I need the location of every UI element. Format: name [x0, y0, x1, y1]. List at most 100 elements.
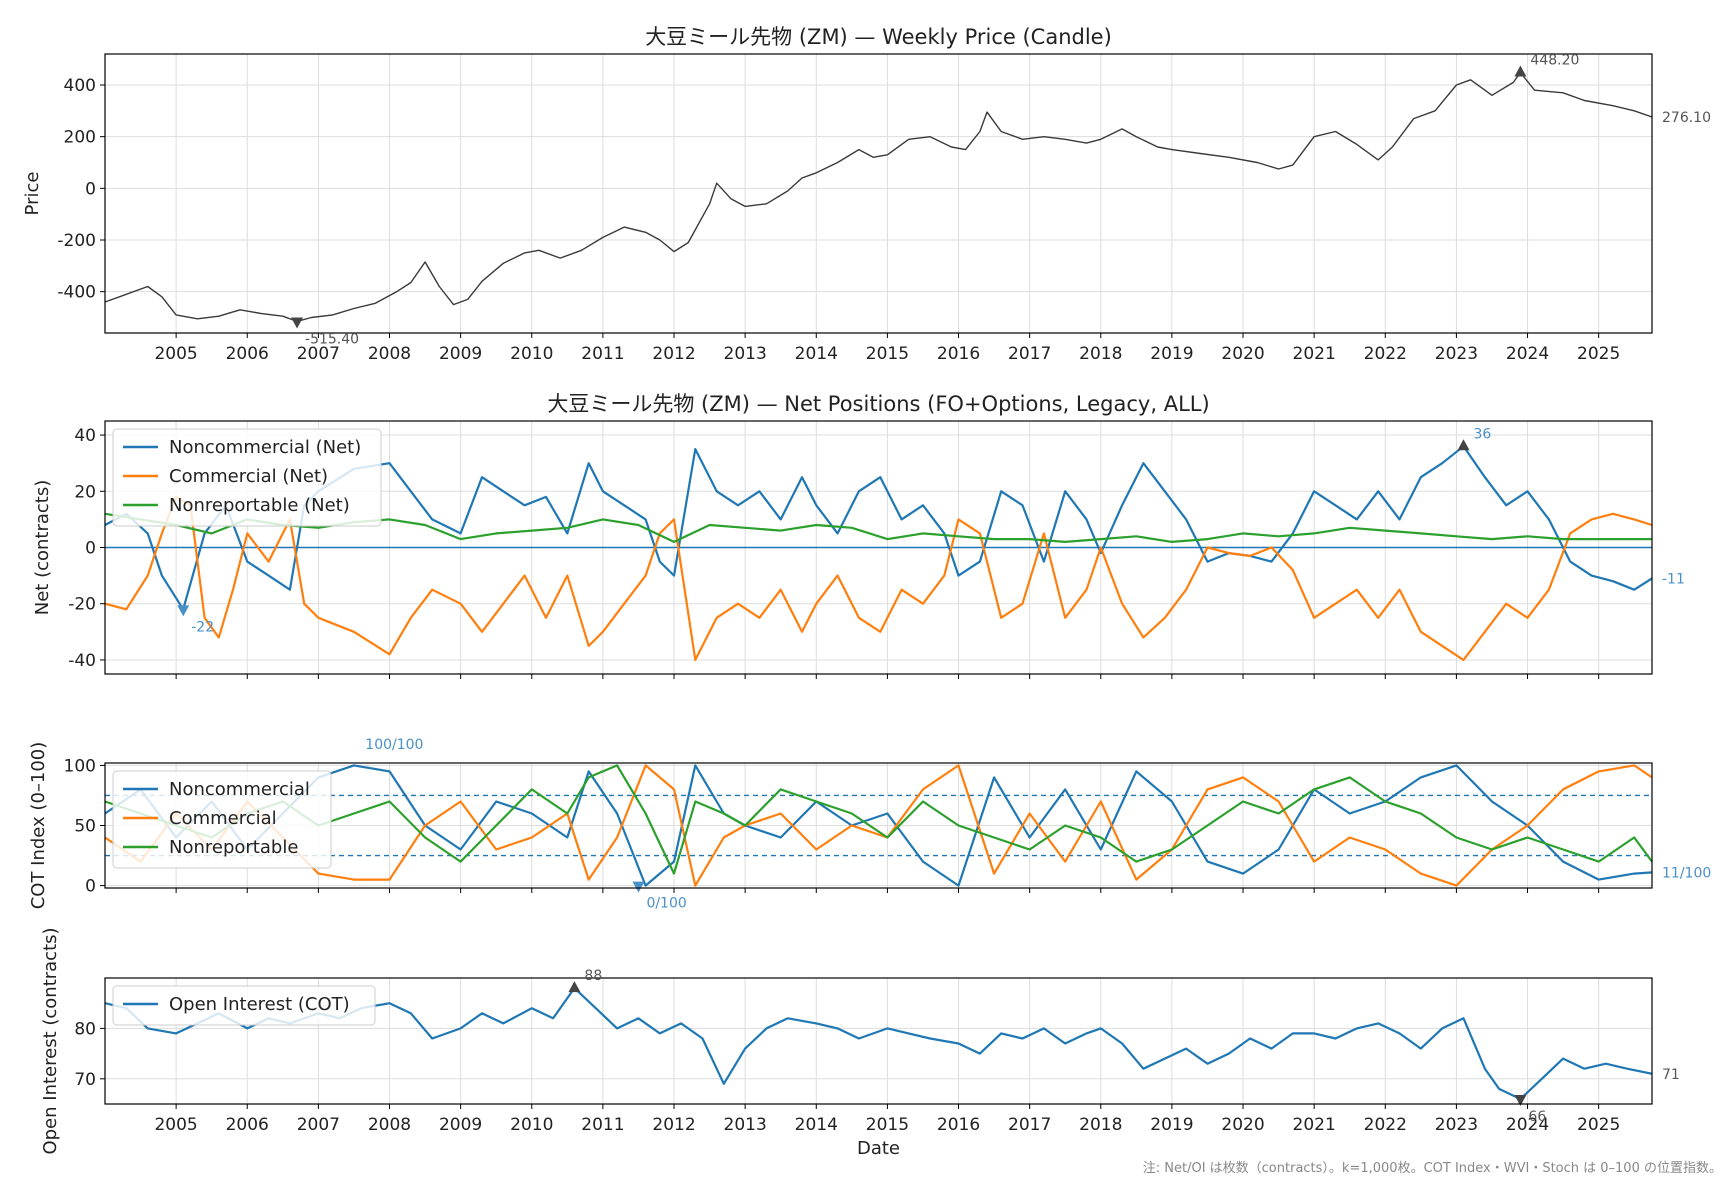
plot-frame	[104, 53, 1653, 334]
annotation-label: -515.40	[305, 331, 359, 347]
legend-label: Commercial (Net)	[169, 466, 328, 487]
x-tick-label: 2019	[1150, 1115, 1193, 1135]
x-tick-label: 2010	[510, 1115, 553, 1135]
x-tick-label: 2022	[1364, 1115, 1407, 1135]
x-tick-label: 2016	[937, 344, 980, 364]
min-marker	[1514, 1094, 1527, 1106]
min-marker	[177, 605, 190, 617]
x-tick-label: 2009	[439, 344, 482, 364]
x-tick-label: 2010	[510, 344, 553, 364]
x-tick-label: 2006	[226, 344, 269, 364]
annotation-label: 66	[1528, 1109, 1546, 1125]
x-tick-label: 2008	[368, 344, 411, 364]
y-tick-label: -200	[57, 231, 96, 251]
x-tick-label: 2017	[1008, 1115, 1051, 1135]
max-marker	[568, 981, 581, 993]
last-value-label: -11	[1662, 571, 1685, 587]
x-tick-label: 2025	[1577, 344, 1620, 364]
x-tick-label: 2020	[1221, 344, 1264, 364]
last-value-label: 276.10	[1662, 110, 1711, 126]
panel-cot	[100, 762, 1653, 893]
legend-label: Commercial	[169, 808, 277, 829]
plot-frame	[104, 762, 1653, 889]
footnote: 注: Net/OI は枚数（contracts）。k=1,000枚。COT In…	[1142, 1161, 1722, 1176]
x-tick-label: 2012	[652, 344, 695, 364]
legend	[112, 428, 382, 527]
x-tick-label: 2012	[652, 1115, 695, 1135]
series-line-commercial-net-	[104, 495, 1653, 661]
x-tick-label: 2025	[1577, 1115, 1620, 1135]
legend-label: Open Interest (COT)	[169, 994, 350, 1015]
x-tick-label: 2011	[581, 344, 624, 364]
x-tick-label: 2023	[1435, 344, 1478, 364]
series-line-open-interest-cot-	[104, 987, 1653, 1101]
chart-title: 大豆ミール先物 (ZM) — Net Positions (FO+Options…	[547, 392, 1209, 416]
series-line-price	[104, 71, 1653, 323]
x-axis-label: Date	[857, 1138, 900, 1159]
x-tick-label: 2011	[581, 1115, 624, 1135]
x-tick-label: 2014	[795, 1115, 838, 1135]
annotation-label: 88	[584, 968, 602, 984]
y-tick-label: -400	[57, 283, 96, 303]
x-tick-label: 2014	[795, 344, 838, 364]
x-tick-label: 2018	[1079, 344, 1122, 364]
x-tick-label: 2005	[154, 344, 197, 364]
x-tick-label: 2007	[297, 344, 340, 364]
y-tick-label: 0	[85, 539, 96, 559]
x-tick-label: 2024	[1506, 344, 1549, 364]
series-line-nonreportable	[104, 764, 1653, 875]
legend-label: Noncommercial (Net)	[169, 437, 361, 458]
x-tick-label: 2019	[1150, 344, 1193, 364]
y-tick-label: 400	[64, 76, 96, 96]
min-marker	[632, 881, 645, 893]
y-tick-label: 20	[74, 482, 96, 502]
y-tick-label: 70	[74, 1070, 96, 1090]
y-tick-label: 200	[64, 128, 96, 148]
y-tick-label: 100	[64, 756, 96, 776]
annotation-label: 36	[1474, 426, 1492, 442]
legend-label: Nonreportable (Net)	[169, 495, 350, 516]
max-marker	[1457, 439, 1470, 451]
legend-label: Nonreportable	[169, 837, 298, 858]
x-tick-label: 2023	[1435, 1115, 1478, 1135]
plot-frame	[104, 420, 1653, 675]
legend	[112, 770, 332, 869]
y-tick-label: 0	[85, 179, 96, 199]
x-tick-label: 2015	[866, 344, 909, 364]
chart-title: 大豆ミール先物 (ZM) — Weekly Price (Candle)	[645, 25, 1112, 49]
x-tick-label: 2005	[154, 1115, 197, 1135]
last-value-label: 11/100	[1662, 865, 1711, 881]
annotation-label: 100/100	[365, 737, 423, 753]
x-tick-label: 2009	[439, 1115, 482, 1135]
x-tick-label: 2024	[1506, 1115, 1549, 1135]
legend-label: Noncommercial	[169, 779, 310, 800]
panel-oi	[100, 977, 1653, 1109]
x-tick-label: 2017	[1008, 344, 1051, 364]
y-tick-label: 50	[74, 817, 96, 837]
y-tick-label: 0	[85, 877, 96, 897]
x-tick-label: 2018	[1079, 1115, 1122, 1135]
x-tick-label: 2013	[724, 344, 767, 364]
min-marker	[291, 317, 304, 329]
y-tick-label: -40	[68, 651, 96, 671]
annotation-label: -22	[191, 619, 214, 635]
plot-frame	[104, 977, 1653, 1105]
x-tick-label: 2021	[1293, 1115, 1336, 1135]
series-line-commercial	[104, 764, 1653, 887]
panel-price	[100, 53, 1653, 338]
x-tick-label: 2006	[226, 1115, 269, 1135]
panel-net	[100, 420, 1653, 679]
x-tick-label: 2015	[866, 1115, 909, 1135]
legend	[112, 985, 376, 1026]
y-axis-label: COT Index (0–100)	[28, 742, 49, 910]
y-axis-label: Net (contracts)	[32, 480, 53, 616]
x-tick-label: 2013	[724, 1115, 767, 1135]
x-tick-label: 2016	[937, 1115, 980, 1135]
last-value-label: 71	[1662, 1067, 1680, 1083]
annotation-label: 448.20	[1530, 53, 1579, 69]
y-tick-label: 40	[74, 426, 96, 446]
y-tick-label: 80	[74, 1019, 96, 1039]
x-tick-label: 2021	[1293, 344, 1336, 364]
